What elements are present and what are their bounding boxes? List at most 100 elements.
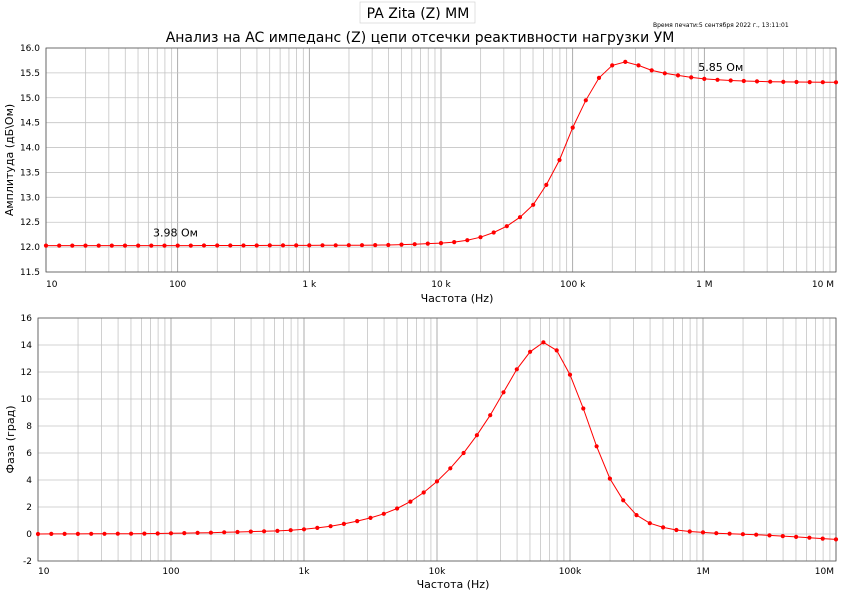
data-point [341, 521, 346, 527]
y-tick-label: 16 [21, 314, 33, 324]
data-point [142, 531, 147, 536]
x-gridlines [45, 48, 837, 272]
data-point [195, 530, 200, 536]
y-axis-label: Амплитуда (дБ\Ом) [3, 104, 16, 216]
data-point [517, 215, 523, 220]
data-point [359, 243, 365, 248]
data-point [89, 531, 94, 536]
data-point [596, 75, 602, 80]
data-point [355, 519, 360, 524]
data-point [491, 230, 496, 235]
data-point [188, 243, 193, 248]
data-point [75, 531, 80, 537]
data-point [754, 532, 759, 537]
data-point [96, 243, 101, 248]
data-point [557, 157, 562, 163]
x-tick-label: 100k [559, 567, 582, 577]
x-tick-label: 10k [429, 567, 446, 577]
data-point [661, 525, 666, 530]
data-point [248, 529, 253, 534]
data-point [807, 80, 812, 85]
data-point [57, 243, 62, 248]
data-point [412, 242, 417, 247]
data-point [461, 450, 466, 456]
plot-frame [37, 317, 837, 562]
y-tick-label: 6 [26, 449, 32, 459]
data-point [162, 243, 167, 248]
series [35, 340, 839, 542]
data-point [155, 531, 160, 536]
data-point [662, 71, 667, 76]
data-point [833, 537, 839, 542]
data-point [581, 406, 586, 411]
data-point [320, 243, 325, 248]
x-tick-label: 1M [696, 567, 710, 577]
data-point [399, 242, 404, 247]
data-point [504, 224, 509, 229]
data-point [235, 529, 240, 535]
data-point [301, 527, 307, 532]
value-annotation: 5.85 Ом [698, 61, 743, 74]
data-point [275, 528, 280, 534]
data-point [425, 241, 430, 246]
data-point [780, 534, 785, 539]
y-axis-label: Фаза (град) [4, 406, 17, 474]
data-point [465, 238, 470, 243]
data-point [674, 527, 679, 533]
data-point [610, 63, 615, 68]
data-point [794, 79, 799, 85]
plot-frame [45, 47, 837, 273]
data-point [621, 498, 626, 503]
app-title: PA Zita (Z) MM [367, 6, 470, 22]
data-point [222, 530, 227, 535]
data-point [833, 80, 839, 85]
y-tick-label: 11.5 [20, 268, 40, 278]
data-point [333, 243, 338, 248]
data-point [241, 243, 246, 248]
x-tick-label: 10 M [812, 280, 834, 290]
y-tick-label: 14.0 [20, 144, 40, 154]
y-tick-label: 15.5 [20, 69, 40, 79]
data-point [689, 75, 694, 80]
y-tick-label: 15.0 [20, 94, 40, 104]
data-point [328, 524, 333, 529]
data-point [514, 367, 519, 372]
data-point [541, 340, 546, 345]
data-point [740, 532, 746, 537]
x-tick-label: 10 [46, 280, 58, 290]
y-tick-label: 12 [21, 368, 32, 378]
data-point [528, 349, 533, 354]
data-point [649, 68, 654, 73]
data-point [83, 243, 88, 248]
x-axis-label: Частота (Hz) [417, 578, 490, 591]
data-point [62, 531, 67, 537]
data-point [149, 243, 154, 248]
x-tick-label: 100 [162, 567, 179, 577]
y-tick-label: 4 [26, 476, 32, 486]
data-point [728, 78, 733, 83]
x-tick-label: 1 M [696, 280, 712, 290]
data-point [501, 390, 506, 395]
data-point [741, 78, 746, 84]
y-tick-label: 10 [21, 395, 33, 405]
x-tick-label: 10M [815, 567, 834, 577]
data-point [421, 490, 426, 495]
data-point [307, 243, 312, 248]
data-point [381, 511, 386, 516]
phase-chart: -2 0 2 4 6 8 10 12 14 16 10 100 1k 10k 100k 1M 10M Частот… [4, 314, 839, 591]
data-point [714, 531, 719, 536]
data-point [228, 243, 233, 248]
y-tick-label: 2 [26, 503, 32, 513]
data-point [488, 413, 493, 418]
data-point [122, 243, 128, 248]
data-point [288, 528, 293, 533]
x-tick-label: 1 k [302, 280, 317, 290]
x-tick-label: 100 [169, 280, 186, 290]
data-point [567, 372, 573, 377]
data-point [768, 79, 773, 84]
y-tick-label: 16.0 [20, 44, 40, 54]
data-point [434, 479, 440, 484]
data-point [395, 506, 400, 511]
data-point [129, 531, 134, 536]
